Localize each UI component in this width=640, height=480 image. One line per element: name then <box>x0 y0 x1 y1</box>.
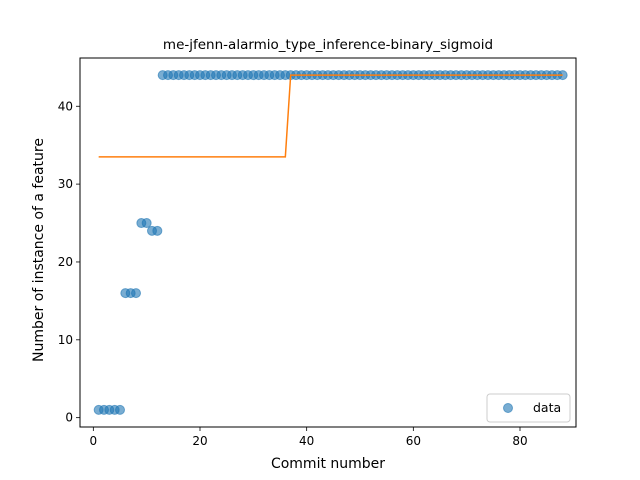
x-tick-label: 80 <box>512 434 527 448</box>
x-axis-label: Commit number <box>271 456 385 472</box>
x-axis-ticks: 0 20 40 60 80 <box>90 427 528 448</box>
y-tick-label: 20 <box>58 255 73 269</box>
x-tick-label: 60 <box>406 434 421 448</box>
legend: data <box>486 393 571 423</box>
fit-line <box>98 74 563 158</box>
data-point <box>131 288 141 299</box>
x-tick-label: 0 <box>90 434 98 448</box>
y-tick-label: 0 <box>65 411 73 425</box>
y-tick-label: 10 <box>58 333 73 347</box>
legend-label-data: data <box>533 400 561 415</box>
chart-title: me-jfenn-alarmio_type_inference-binary_s… <box>163 37 493 53</box>
data-point <box>141 218 152 229</box>
y-axis-label: Number of instance of a feature <box>31 138 47 362</box>
y-tick-label: 40 <box>58 99 73 113</box>
x-tick-label: 20 <box>192 434 207 448</box>
legend-marker-data <box>503 403 513 413</box>
data-point <box>115 404 125 415</box>
y-tick-label: 30 <box>58 177 73 191</box>
plot-area <box>93 70 568 415</box>
legend-box <box>486 393 571 423</box>
axes-frame <box>79 57 577 428</box>
x-tick-label: 40 <box>299 434 314 448</box>
y-axis-ticks: 0 10 20 30 40 <box>58 99 80 425</box>
data-point <box>152 225 163 236</box>
